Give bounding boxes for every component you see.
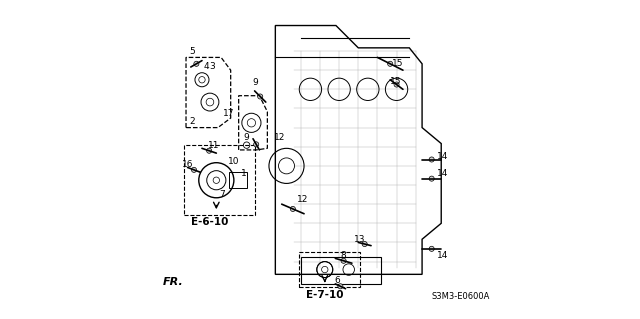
Text: 13: 13 [354, 235, 365, 244]
Text: 3: 3 [210, 63, 216, 71]
Text: S3M3-E0600A: S3M3-E0600A [431, 292, 490, 301]
Text: 2: 2 [189, 117, 195, 126]
Text: 9: 9 [253, 78, 259, 87]
Text: 15: 15 [392, 59, 404, 68]
Text: 12: 12 [297, 195, 308, 204]
Text: 5: 5 [189, 47, 195, 56]
Circle shape [291, 206, 296, 211]
Text: 15: 15 [390, 77, 402, 86]
Bar [229, 172, 246, 188]
Text: 6: 6 [335, 276, 340, 285]
Text: 12: 12 [275, 133, 286, 142]
Text: 16: 16 [182, 160, 193, 169]
Circle shape [388, 61, 393, 66]
Circle shape [394, 82, 399, 87]
Text: E-7-10: E-7-10 [306, 290, 344, 300]
Text: 14: 14 [437, 169, 449, 178]
Circle shape [207, 148, 212, 153]
Circle shape [338, 284, 343, 289]
Circle shape [253, 142, 259, 147]
Circle shape [362, 241, 367, 247]
Text: 1: 1 [241, 169, 247, 178]
Circle shape [258, 94, 263, 99]
Bar [301, 257, 381, 284]
Circle shape [429, 246, 434, 251]
Text: 9: 9 [244, 133, 250, 142]
Text: 8: 8 [340, 251, 346, 260]
Text: 14: 14 [437, 152, 449, 161]
Circle shape [341, 258, 346, 263]
Text: 11: 11 [209, 141, 220, 150]
Text: 17: 17 [223, 109, 235, 118]
Text: 4: 4 [204, 63, 209, 71]
Text: E-6-10: E-6-10 [191, 217, 228, 227]
Circle shape [191, 167, 196, 172]
Circle shape [429, 176, 434, 181]
Text: 14: 14 [437, 251, 449, 260]
Text: 7: 7 [219, 190, 225, 199]
Circle shape [429, 157, 434, 162]
Circle shape [194, 61, 199, 66]
Text: 10: 10 [227, 157, 239, 166]
Text: FR.: FR. [163, 277, 184, 287]
